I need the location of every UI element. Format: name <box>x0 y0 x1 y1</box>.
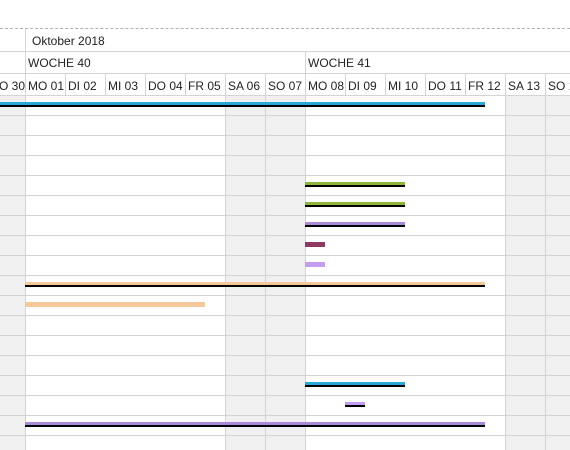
week-label-41: WOCHE 41 <box>308 56 371 70</box>
row-line <box>0 335 570 336</box>
day-col-line <box>265 73 266 450</box>
header-divider-month <box>0 51 570 52</box>
row-line <box>0 115 570 116</box>
weekend-column-pre <box>0 95 25 450</box>
header-divider-week <box>0 73 570 74</box>
day-label: DO 04 <box>148 79 183 93</box>
day-label: DI 02 <box>68 79 97 93</box>
month-label: Oktober 2018 <box>32 34 105 48</box>
day-col-line <box>25 73 26 450</box>
row-line <box>0 235 570 236</box>
day-label: SO 07 <box>268 79 303 93</box>
day-col-line <box>385 73 386 95</box>
day-label: MO 01 <box>28 79 65 93</box>
task-bar-green-1-underline <box>305 185 405 187</box>
task-bar-lilac-small-underline <box>345 405 365 407</box>
summary-bar-purple-underline <box>25 425 485 427</box>
day-label: MO 08 <box>308 79 345 93</box>
task-bar-lilac[interactable] <box>305 262 325 267</box>
day-col-line <box>105 73 106 95</box>
day-label: FR 12 <box>468 79 501 93</box>
row-line <box>0 355 570 356</box>
day-col-line <box>545 73 546 450</box>
day-col-line <box>305 73 306 450</box>
row-line <box>0 275 570 276</box>
day-label: DO 11 <box>428 79 462 93</box>
task-bar-purple-underline <box>305 225 405 227</box>
weekend-column-sa13 <box>505 95 570 450</box>
day-col-line <box>65 73 66 95</box>
task-bar-green-2-underline <box>305 205 405 207</box>
row-line <box>0 255 570 256</box>
day-label: O 30 <box>0 79 26 93</box>
row-line <box>0 435 570 436</box>
row-line <box>0 215 570 216</box>
day-label: MI 10 <box>388 79 419 93</box>
day-col-line <box>465 73 466 95</box>
task-bar-green-1[interactable] <box>305 182 405 185</box>
row-line <box>0 375 570 376</box>
row-line <box>0 175 570 176</box>
day-label: MI 03 <box>108 79 139 93</box>
day-col-line <box>185 73 186 95</box>
task-bar-lilac-small[interactable] <box>345 402 365 405</box>
summary-bar-peach[interactable] <box>25 282 485 285</box>
day-label: SA 13 <box>508 79 541 93</box>
row-line <box>0 155 570 156</box>
task-bar-peach[interactable] <box>25 302 205 307</box>
summary-bar-purple[interactable] <box>25 422 485 425</box>
day-label: SA 06 <box>228 79 261 93</box>
day-col-line <box>225 73 226 450</box>
task-bar-green-2[interactable] <box>305 202 405 205</box>
day-col-line <box>345 73 346 95</box>
row-line <box>0 195 570 196</box>
task-bar-blue-underline <box>305 385 405 387</box>
row-line <box>0 295 570 296</box>
task-bar-purple[interactable] <box>305 222 405 225</box>
row-line <box>0 395 570 396</box>
week-label-40: WOCHE 40 <box>28 56 91 70</box>
month-separator <box>25 29 26 51</box>
task-bar-blue[interactable] <box>305 382 405 385</box>
row-line <box>0 135 570 136</box>
day-col-line <box>145 73 146 95</box>
row-line <box>0 415 570 416</box>
summary-bar-blue[interactable] <box>0 102 485 105</box>
week-separator-41 <box>305 51 306 73</box>
day-col-line <box>425 73 426 95</box>
summary-bar-underline <box>0 105 485 107</box>
day-label: FR 05 <box>188 79 221 93</box>
summary-bar-peach-underline <box>25 285 485 287</box>
day-label: SO 1 <box>548 79 570 93</box>
task-bar-maroon[interactable] <box>305 242 325 247</box>
header-divider-days <box>0 95 570 96</box>
week-separator-40 <box>25 51 26 73</box>
header-top-border <box>0 28 570 29</box>
day-col-line <box>505 73 506 450</box>
day-label: DI 09 <box>348 79 377 93</box>
row-line <box>0 315 570 316</box>
